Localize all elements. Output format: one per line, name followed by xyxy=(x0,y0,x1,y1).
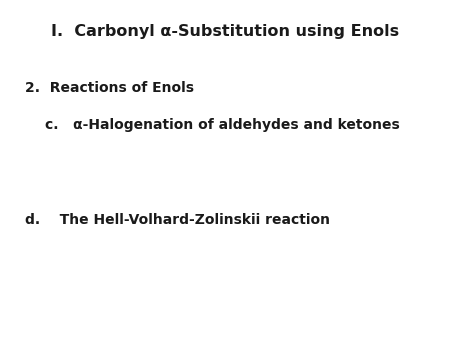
Text: d.    The Hell-Volhard-Zolinskii reaction: d. The Hell-Volhard-Zolinskii reaction xyxy=(25,213,330,227)
Text: c.   α-Halogenation of aldehydes and ketones: c. α-Halogenation of aldehydes and keton… xyxy=(45,118,400,132)
Text: I.  Carbonyl α-Substitution using Enols: I. Carbonyl α-Substitution using Enols xyxy=(51,24,399,39)
Text: 2.  Reactions of Enols: 2. Reactions of Enols xyxy=(25,81,194,95)
